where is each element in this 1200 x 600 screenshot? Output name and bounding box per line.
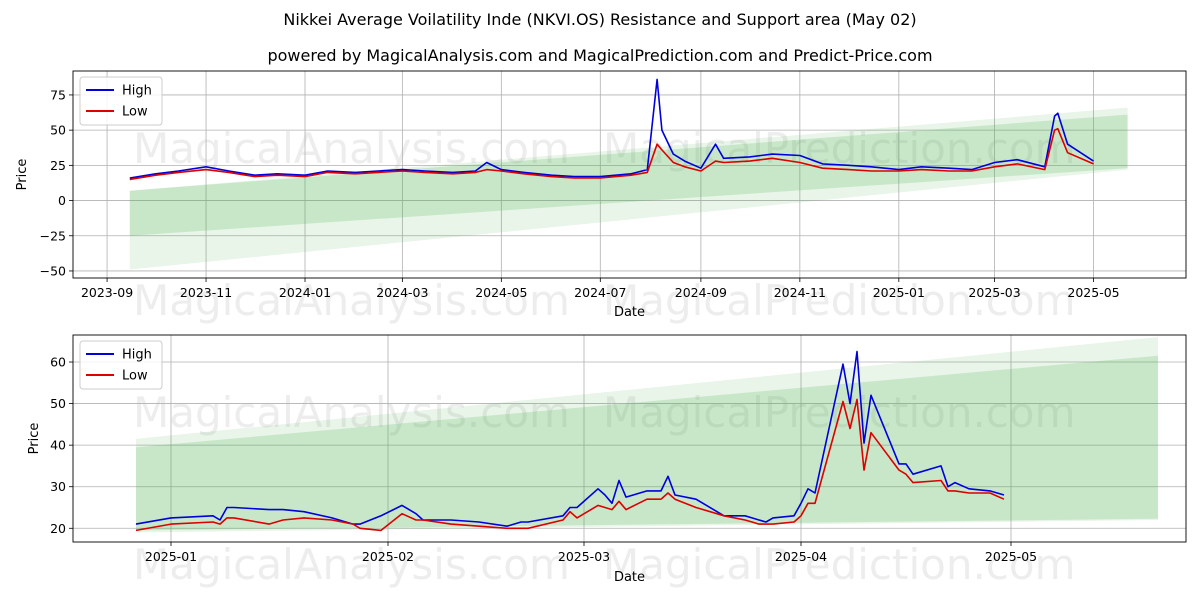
y-tick-label: 0	[58, 193, 66, 208]
y-tick-label: 50	[50, 123, 66, 138]
x-tick-label: 2023-11	[180, 285, 232, 300]
y-tick-label: 20	[50, 521, 66, 536]
y-axis-label: Price	[27, 423, 42, 455]
watermark: MagicalPrediction.com	[603, 276, 1076, 325]
x-tick-label: 2024-01	[279, 285, 331, 300]
x-tick-label: 2025-05	[1067, 285, 1119, 300]
x-tick-label: 2024-11	[774, 285, 826, 300]
y-tick-label: 40	[50, 438, 66, 453]
panel-1: MagicalAnalysis.com MagicalPrediction.com…	[15, 70, 1187, 325]
y-tick-label: −25	[40, 228, 66, 243]
x-tick-label: 2024-03	[376, 285, 428, 300]
x-tick-label: 2025-03	[968, 285, 1020, 300]
x-axis-label: Date	[614, 305, 645, 320]
series-line-high	[129, 78, 1094, 179]
x-tick-label: 2023-09	[81, 285, 133, 300]
support-resistance-band	[129, 107, 1128, 270]
x-tick-label: 2025-05	[985, 549, 1037, 564]
x-tick-label: 2025-01	[873, 285, 925, 300]
legend-label-high: High	[122, 348, 152, 363]
watermark: MagicalPrediction.com	[603, 540, 1076, 589]
y-tick-label: 30	[50, 479, 66, 494]
y-axis-label: Price	[15, 159, 30, 191]
watermark: MagicalAnalysis.com	[133, 388, 570, 437]
y-tick-label: 25	[50, 158, 66, 173]
x-axis-label: Date	[614, 570, 645, 585]
x-tick-label: 2024-07	[574, 285, 626, 300]
plot-frame	[72, 70, 1187, 279]
watermark: MagicalAnalysis.com	[133, 276, 570, 325]
x-tick-label: 2025-03	[558, 549, 610, 564]
watermark: MagicalAnalysis.com	[133, 540, 570, 589]
x-tick-label: 2025-04	[775, 549, 827, 564]
x-tick-label: 2024-05	[475, 285, 527, 300]
support-resistance-band	[136, 337, 1158, 533]
series-line-low	[129, 127, 1094, 181]
panel-2: MagicalAnalysis.com MagicalPrediction.com…	[27, 334, 1187, 589]
x-tick-label: 2025-02	[362, 549, 414, 564]
x-tick-label: 2025-01	[145, 549, 197, 564]
x-tick-label: 2024-09	[675, 285, 727, 300]
legend-label-high: High	[122, 84, 152, 99]
plot-frame	[72, 334, 1187, 543]
legend-label-low: Low	[122, 369, 148, 384]
y-tick-label: −50	[40, 263, 66, 278]
y-tick-label: 75	[50, 87, 66, 102]
chart-subtitle: powered by MagicalAnalysis.com and Magic…	[267, 46, 933, 65]
support-resistance-band	[136, 355, 1158, 531]
series-line-low	[135, 398, 1005, 532]
y-tick-label: 50	[50, 396, 66, 411]
y-tick-label: 60	[50, 355, 66, 370]
chart-title: Nikkei Average Voilatility Inde (NKVI.OS…	[283, 10, 917, 29]
legend-label-low: Low	[122, 105, 148, 120]
